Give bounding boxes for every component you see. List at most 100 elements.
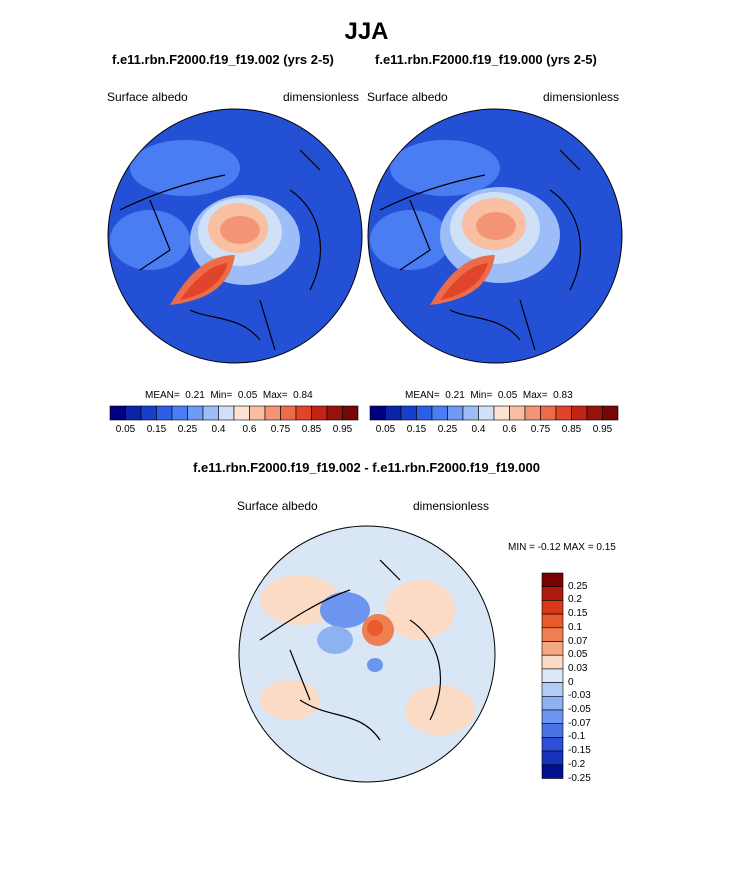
panel-1-colorbar-tick: 0.15 [146,424,167,435]
diff-colorbar-box [541,737,564,752]
panel-2-colorbar-tick: 0.75 [530,424,551,435]
diff-colorbar-tick: 0.25 [568,580,588,592]
panel-1-colorbar-tick: 0.25 [177,424,198,435]
panel-2-colorbar-tick: 0.15 [406,424,427,435]
diff-ocean [239,526,495,782]
diff-colorbar-tick: 0.2 [568,594,582,606]
panel-1-colorbar-box [202,405,219,421]
diff-colorbar-tick: -0.15 [568,745,591,757]
panel-1-colorbar-box [326,405,343,421]
panel-2-colorbar-tick: 0.05 [375,424,396,435]
panel-1-colorbar-tick: 0.95 [332,424,353,435]
diff-variable-label: Surface albedo [237,499,318,513]
diff-colorbar-box [541,750,564,766]
diff-colorbar-box [541,613,564,629]
diff-colorbar-tick: -0.1 [568,731,586,743]
diff-colorbar-box [541,641,564,656]
panel-1-colorbar-box [109,405,126,421]
diff-colorbar-tick: 0.03 [568,662,588,674]
diff-colorbar-box [541,627,564,642]
diff-colorbar-tick: 0 [568,676,574,688]
panel-1-stats: MEAN= 0.21 Min= 0.05 Max= 0.84 [145,390,313,401]
panel-1-colorbar-tick: 0.4 [211,424,226,435]
panel-2-min: 0.05 [497,390,518,401]
panel-1-colorbar-tick: 0.85 [301,424,322,435]
diff-colorbar-tick: -0.05 [568,704,591,715]
diff-minmax: MIN = -0.12 MAX = 0.15 [508,542,616,553]
panel-2-mean: 0.21 [445,390,465,401]
diff-colorbar-tick: -0.07 [568,717,591,729]
diff-colorbar-tick: 0.1 [568,621,582,633]
panel-2-colorbar-box [586,405,603,421]
panel-2-colorbar-tick: 0.95 [592,424,613,435]
panel-1-subtitle: f.e11.rbn.F2000.f19_f19.002 (yrs 2-5) [112,52,334,67]
panel-1-colorbar-tick: 0.05 [115,424,136,435]
diff-title: f.e11.rbn.F2000.f19_f19.002 - f.e11.rbn.… [193,460,540,475]
panel-1-colorbar-box [342,405,359,421]
panel-2-colorbar-box [571,405,588,421]
panel-1-max: 0.84 [293,390,313,401]
diff-colorbar-box [541,764,564,779]
panel-2-colorbar-box [602,405,619,421]
panel-1-colorbar-tick: 0.6 [242,424,257,435]
diff-map [239,526,495,782]
panel-1-min: 0.05 [237,390,258,401]
diff-colorbar-tick: 0.05 [568,649,588,661]
panel-1-colorbar [109,405,359,421]
panel-2-units-label: dimensionless [543,90,620,104]
panel-1-map [108,109,362,363]
diff-colorbar-box [541,668,564,683]
panel-1-colorbar-box [264,405,281,421]
panel-2-colorbar-box [540,405,557,421]
panel-1-colorbar-box [280,405,297,421]
diff-units-label: dimensionless [413,499,490,513]
panel-2-colorbar-box [478,405,495,421]
panel-1-colorbar-tick: 0.75 [270,424,291,435]
panel-2-variable-label: Surface albedo [367,90,448,104]
panel-2-colorbar-tick: 0.6 [502,424,517,435]
panel-2-colorbar-box [555,405,572,421]
panel-1-colorbar-box [295,405,312,421]
diff-colorbar-tick: -0.2 [568,758,586,770]
panel-2-colorbar-box [493,405,510,421]
panel-2-stats: MEAN= 0.21 Min= 0.05 Max= 0.83 [405,390,573,401]
panel-2-colorbar [369,405,619,421]
diff-colorbar-box [541,695,564,711]
panel-1-colorbar-box [171,405,188,421]
diff-colorbar-box [541,586,564,601]
diff-colorbar-tick: 0.07 [568,635,588,647]
panel-1-colorbar-box [218,405,235,421]
panel-1-colorbar-box [156,405,173,421]
panel-2-colorbar-box [400,405,417,421]
page-title: JJA [344,18,389,45]
panel-2-map [368,109,622,363]
panel-1-colorbar-box [125,405,142,421]
panel-2-colorbar-box [385,405,402,421]
panel-2-colorbar-tick: 0.4 [471,424,486,435]
panel-1-colorbar-box [233,405,250,421]
panel-2-colorbar-box [416,405,433,421]
panel-1-units-label: dimensionless [283,90,360,104]
panel-1-colorbar-box [249,405,266,421]
panel-2-colorbar-tick: 0.85 [561,424,582,435]
panel-2-colorbar-box [509,405,526,421]
diff-colorbar-box [541,654,564,670]
diff-colorbar-box [541,682,564,697]
panel-2-colorbar-box [524,405,541,421]
diff-colorbar-box [541,572,564,587]
panel-2-max: 0.83 [553,390,573,401]
diff-colorbar-tick: -0.25 [568,772,591,784]
panel-1-colorbar-box [311,405,328,421]
diff-colorbar-tick: 0.15 [568,608,588,620]
panel-2-colorbar-box [369,405,386,421]
diff-colorbar-box [541,600,564,615]
diff-colorbar-tick: -0.03 [568,690,591,702]
panel-2-colorbar-box [447,405,464,421]
diff-colorbar [541,572,564,779]
panel-2-colorbar-box [462,405,479,421]
panel-2-colorbar-box [431,405,448,421]
panel-1-variable-label: Surface albedo [107,90,188,104]
diff-colorbar-box [541,709,564,724]
panel-1-colorbar-box [140,405,157,421]
